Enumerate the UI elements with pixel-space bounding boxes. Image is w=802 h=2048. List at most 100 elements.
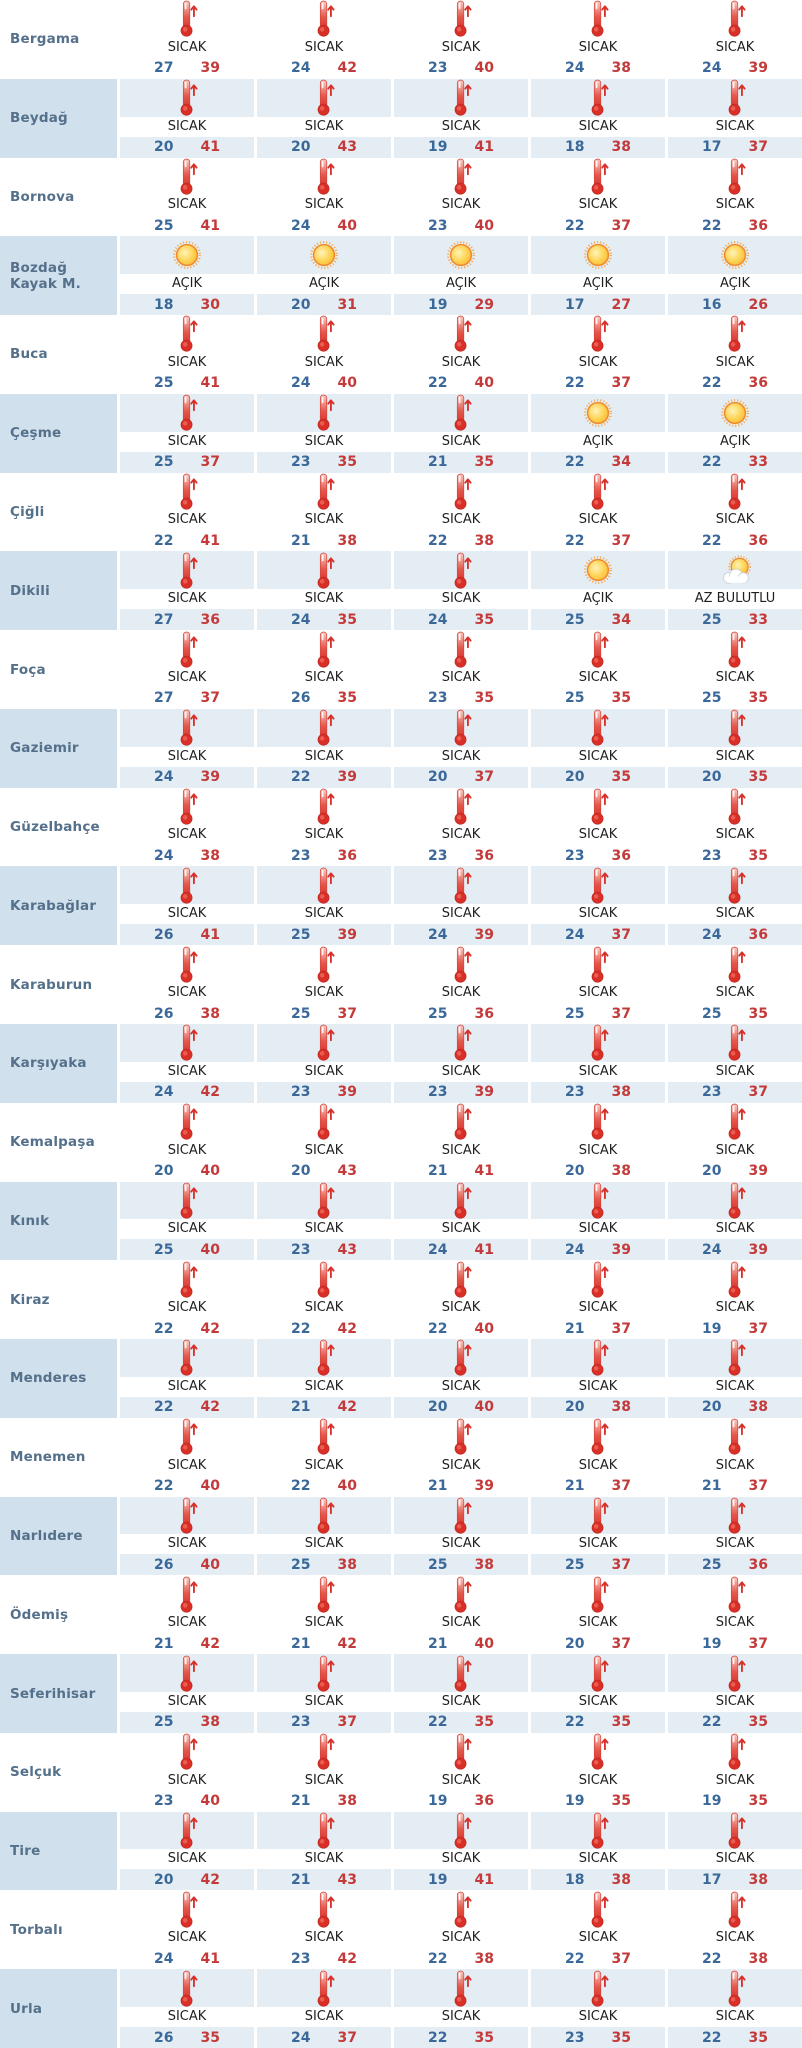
max-temp: 41 bbox=[200, 1950, 220, 1967]
weather-icon-slot bbox=[531, 1181, 665, 1220]
forecast-cell: SICAK 22 39 bbox=[254, 708, 391, 788]
max-temp: 39 bbox=[474, 1084, 494, 1101]
weather-icon-slot bbox=[394, 1181, 528, 1220]
weather-icon-slot bbox=[257, 1417, 391, 1456]
max-temp: 40 bbox=[474, 217, 494, 234]
min-temp: 25 bbox=[291, 1005, 311, 1022]
forecast-cell: SICAK 24 41 bbox=[391, 1181, 528, 1261]
forecast-cell: SICAK 23 36 bbox=[391, 787, 528, 867]
weather-icon-slot bbox=[531, 1339, 665, 1377]
min-temp: 21 bbox=[428, 454, 448, 471]
min-temp: 23 bbox=[428, 217, 448, 234]
forecast-cell: SICAK 25 39 bbox=[254, 866, 391, 946]
thermometer-icon bbox=[454, 1024, 472, 1061]
min-temp: 20 bbox=[702, 769, 722, 786]
temperature-pair: 23 42 bbox=[257, 1948, 391, 1970]
max-temp: 35 bbox=[474, 611, 494, 628]
temperature-pair: 27 37 bbox=[120, 687, 254, 709]
min-temp: 25 bbox=[702, 611, 722, 628]
temperature-pair: 20 35 bbox=[531, 766, 665, 788]
temperature-pair: 22 40 bbox=[257, 1475, 391, 1497]
condition-label: SICAK bbox=[394, 746, 528, 767]
thermometer-icon bbox=[728, 1576, 746, 1613]
min-temp: 21 bbox=[154, 1635, 174, 1652]
weather-icon-slot bbox=[394, 945, 528, 983]
temperature-pair: 24 36 bbox=[668, 924, 802, 946]
forecast-cell: SICAK 19 35 bbox=[665, 1732, 802, 1812]
temperature-pair: 22 37 bbox=[531, 1948, 665, 1970]
weather-icon-slot bbox=[531, 551, 665, 590]
weather-icon-slot bbox=[531, 1654, 665, 1692]
thermometer-icon bbox=[591, 79, 609, 116]
condition-label: SICAK bbox=[257, 1613, 391, 1634]
thermometer-icon bbox=[180, 1497, 198, 1534]
temperature-pair: 25 38 bbox=[257, 1554, 391, 1576]
sun-icon bbox=[584, 398, 612, 427]
min-temp: 19 bbox=[428, 1871, 448, 1888]
district-name: Çiğli bbox=[10, 503, 45, 520]
weather-icon-slot bbox=[394, 630, 528, 668]
forecast-cell: SICAK 22 42 bbox=[117, 1260, 254, 1340]
temperature-pair: 24 37 bbox=[531, 924, 665, 946]
thermometer-icon bbox=[180, 709, 198, 746]
forecast-cells: SICAK 27 37 SICAK 26 35 SICAK 23 35 SICA… bbox=[117, 630, 802, 709]
forecast-cell: SICAK 22 35 bbox=[665, 1654, 802, 1733]
max-temp: 38 bbox=[337, 1793, 357, 1810]
condition-label: SICAK bbox=[120, 1613, 254, 1634]
forecast-cell: SICAK 25 41 bbox=[117, 157, 254, 237]
weather-icon-slot bbox=[668, 1732, 802, 1771]
weather-icon-slot bbox=[668, 1654, 802, 1692]
thermometer-icon bbox=[454, 473, 472, 510]
thermometer-icon bbox=[728, 1103, 746, 1140]
temperature-pair: 23 36 bbox=[257, 845, 391, 867]
weather-icon-slot bbox=[257, 1890, 391, 1929]
max-temp: 35 bbox=[337, 454, 357, 471]
max-temp: 41 bbox=[200, 217, 220, 234]
max-temp: 40 bbox=[474, 375, 494, 392]
condition-label: SICAK bbox=[668, 1613, 802, 1634]
district-name-cell: Narlıdere bbox=[0, 1496, 117, 1576]
max-temp: 40 bbox=[474, 1320, 494, 1337]
thermometer-icon bbox=[317, 0, 335, 37]
thermometer-icon bbox=[591, 1024, 609, 1061]
max-temp: 39 bbox=[337, 1084, 357, 1101]
forecast-cell: SICAK 25 36 bbox=[665, 1496, 802, 1576]
min-temp: 22 bbox=[291, 1478, 311, 1495]
weather-icon-slot bbox=[257, 1969, 391, 2007]
thermometer-icon bbox=[728, 1733, 746, 1770]
max-temp: 40 bbox=[200, 1556, 220, 1573]
min-temp: 21 bbox=[291, 532, 311, 549]
weather-icon-slot bbox=[394, 1811, 528, 1850]
condition-label: SICAK bbox=[531, 510, 665, 531]
forecast-cell: SICAK 26 41 bbox=[117, 866, 254, 946]
sun-icon bbox=[173, 241, 201, 270]
district-name-cell: Bozdağ Kayak M. bbox=[0, 236, 117, 316]
forecast-cell: SICAK 19 41 bbox=[391, 78, 528, 158]
thermometer-icon bbox=[591, 1733, 609, 1770]
condition-label: AZ BULUTLU bbox=[668, 589, 802, 610]
forecast-cell: SICAK 25 36 bbox=[391, 945, 528, 1024]
weather-icon-slot bbox=[120, 236, 254, 275]
temperature-pair: 25 34 bbox=[531, 609, 665, 631]
forecast-cell: SICAK 24 39 bbox=[665, 1181, 802, 1261]
max-temp: 40 bbox=[337, 1478, 357, 1495]
district-name: Karaburun bbox=[10, 976, 93, 993]
temperature-pair: 23 39 bbox=[257, 1081, 391, 1103]
weather-icon-slot bbox=[394, 1417, 528, 1456]
temperature-pair: 22 36 bbox=[668, 215, 802, 237]
temperature-pair: 23 43 bbox=[257, 1239, 391, 1261]
condition-label: SICAK bbox=[394, 116, 528, 137]
min-temp: 23 bbox=[428, 60, 448, 77]
weather-icon-slot bbox=[531, 708, 665, 747]
condition-label: SICAK bbox=[394, 2007, 528, 2027]
weather-icon-slot bbox=[257, 945, 391, 983]
temperature-pair: 19 36 bbox=[394, 1790, 528, 1812]
district-name-cell: Buca bbox=[0, 315, 117, 394]
condition-label: SICAK bbox=[257, 1534, 391, 1555]
min-temp: 25 bbox=[154, 1714, 174, 1731]
thermometer-icon bbox=[317, 552, 335, 589]
condition-label: SICAK bbox=[668, 510, 802, 531]
forecast-cell: SICAK 20 37 bbox=[528, 1575, 665, 1655]
forecast-cells: SICAK 26 41 SICAK 25 39 SICAK 24 39 SICA… bbox=[117, 866, 802, 946]
temperature-pair: 24 38 bbox=[531, 57, 665, 79]
